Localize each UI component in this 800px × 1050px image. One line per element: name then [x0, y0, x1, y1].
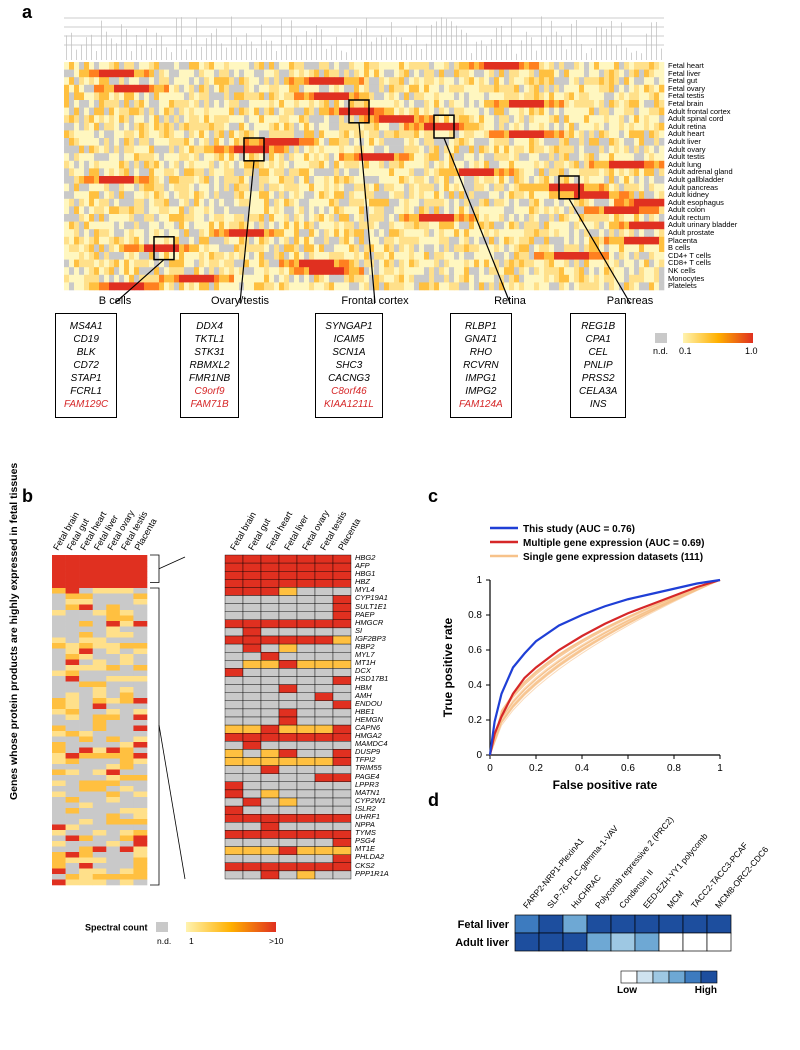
- svg-text:0.2: 0.2: [529, 763, 543, 774]
- svg-text:0.4: 0.4: [468, 680, 482, 691]
- legend-high: >10: [269, 936, 283, 946]
- panel-d: FARP2-NRP1-PlexinA1SLP-76-PLC-gamma-1-VA…: [430, 800, 780, 1045]
- callout-title: Frontal cortex: [325, 295, 425, 307]
- callout-box: SYNGAP1ICAM5SCN1ASHC3CACNG3C8orf46KIAA12…: [315, 313, 383, 418]
- callout-title: Ovary/testis: [190, 295, 290, 307]
- panel-a-legend: n.d. 0.1 1.0: [655, 330, 775, 350]
- svg-text:1: 1: [476, 575, 482, 586]
- panel-a: Fetal heartFetal liverFetal gutFetal ova…: [30, 8, 770, 313]
- legend-nd: n.d.: [157, 936, 171, 946]
- svg-text:0.6: 0.6: [468, 645, 482, 656]
- svg-text:Fetal liver: Fetal liver: [458, 919, 510, 931]
- svg-text:True positive rate: True positive rate: [441, 617, 455, 717]
- svg-text:0: 0: [487, 763, 493, 774]
- svg-text:0.4: 0.4: [575, 763, 589, 774]
- svg-text:MCM: MCM: [665, 888, 686, 910]
- legend-high: 1.0: [745, 346, 758, 356]
- svg-text:0.2: 0.2: [468, 715, 482, 726]
- panel-a-row-labels: Fetal heartFetal liverFetal gutFetal ova…: [668, 62, 737, 290]
- panel-b-ylabel: Genes whose protein products are highly …: [8, 463, 20, 800]
- legend-low: 1: [189, 936, 194, 946]
- svg-text:0.6: 0.6: [621, 763, 635, 774]
- callout-title: Pancreas: [580, 295, 680, 307]
- svg-text:Adult liver: Adult liver: [455, 937, 510, 949]
- callout-boxes: B cells MS4A1CD19BLKCD72STAP1FCRL1FAM129C…: [40, 295, 740, 465]
- svg-text:1: 1: [717, 763, 723, 774]
- svg-text:0: 0: [476, 750, 482, 761]
- svg-text:This study (AUC = 0.76): This study (AUC = 0.76): [523, 524, 635, 535]
- callout-title: B cells: [65, 295, 165, 307]
- svg-text:High: High: [695, 985, 717, 996]
- legend-nd: n.d.: [653, 346, 668, 356]
- callout-box: RLBP1GNAT1RHORCVRNIMPG1IMPG2FAM124A: [450, 313, 512, 418]
- panel-b-legend: Spectral count n.d. 1 >10: [85, 920, 316, 936]
- svg-text:0.8: 0.8: [667, 763, 681, 774]
- svg-text:Low: Low: [617, 985, 637, 996]
- panel-d-heatmap: FARP2-NRP1-PlexinA1SLP-76-PLC-gamma-1-VA…: [430, 800, 790, 1040]
- svg-text:Single gene expression dataset: Single gene expression datasets (111): [523, 552, 703, 563]
- callout-title: Retina: [460, 295, 560, 307]
- svg-text:False positive rate: False positive rate: [553, 778, 658, 790]
- callout-box: MS4A1CD19BLKCD72STAP1FCRL1FAM129C: [55, 313, 117, 418]
- panel-a-heatmap: [30, 8, 770, 308]
- panel-b-gene-labels: HBG2AFPHBG1HBZMYL4CYP19A1SULT1E1PAEPHMGC…: [355, 554, 389, 878]
- legend-low: 0.1: [679, 346, 692, 356]
- callout-box: DDX4TKTL1STK31RBMXL2FMR1NBC9orf9FAM71B: [180, 313, 239, 418]
- roc-plot: 00 0.2 0.2 0.4 0.4 0.6 0.6 0.8 0.8 1 1 False positi…: [430, 510, 770, 790]
- legend-label: Spectral count: [85, 922, 148, 932]
- gene-label: PPP1R1A: [355, 870, 389, 878]
- panel-c: 00 0.2 0.2 0.4 0.4 0.6 0.6 0.8 0.8 1 1 False positi…: [430, 510, 770, 795]
- svg-text:0.8: 0.8: [468, 610, 482, 621]
- callout-box: REG1BCPA1CELPNLIPPRSS2CELA3AINS: [570, 313, 626, 418]
- row-label: Platelets: [668, 282, 737, 290]
- svg-text:Multiple gene expression (AUC: Multiple gene expression (AUC = 0.69): [523, 538, 704, 549]
